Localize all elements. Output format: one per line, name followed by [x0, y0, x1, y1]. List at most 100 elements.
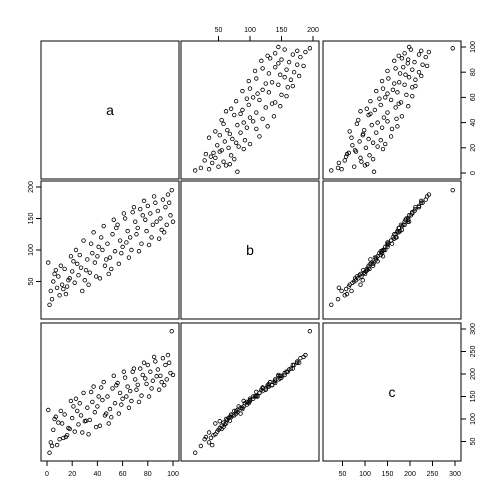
- point-a-vs-b: [247, 115, 253, 120]
- point-a-vs-c: [416, 69, 422, 75]
- point-a-vs-b: [222, 139, 227, 144]
- point-b-vs-a: [81, 238, 86, 243]
- point-c-vs-a: [145, 362, 150, 368]
- point-a-vs-c: [410, 67, 415, 72]
- point-c-vs-a: [56, 420, 61, 425]
- point-a-vs-b: [198, 165, 204, 171]
- point-a-vs-c: [393, 105, 398, 110]
- point-c-vs-a: [110, 386, 115, 391]
- point-b-vs-a: [131, 204, 137, 210]
- point-b-vs-a: [53, 267, 59, 273]
- point-a-vs-b: [241, 146, 246, 152]
- point-a-vs-b: [254, 76, 259, 81]
- point-b-vs-a: [110, 232, 115, 237]
- point-a-vs-b: [298, 54, 303, 60]
- point-b-vs-a: [159, 227, 164, 233]
- point-b-vs-a: [51, 279, 56, 284]
- point-b-vs-c: [329, 302, 334, 308]
- point-a-vs-b: [295, 62, 300, 67]
- x-tick-label-c: 50: [339, 471, 347, 478]
- point-a-vs-c: [361, 131, 366, 137]
- y-tick-label-c: 50: [470, 438, 477, 446]
- point-a-vs-b: [244, 96, 250, 101]
- point-b-vs-c: [388, 238, 394, 243]
- point-a-vs-c: [357, 139, 362, 144]
- point-b-vs-a: [126, 255, 132, 260]
- point-a-vs-c: [362, 163, 368, 168]
- point-a-vs-c: [406, 57, 411, 62]
- point-c-vs-a: [105, 394, 110, 399]
- point-a-vs-b: [307, 46, 313, 51]
- point-a-vs-b: [301, 63, 306, 69]
- point-a-vs-c: [329, 168, 334, 173]
- point-b-vs-a: [125, 228, 130, 234]
- point-b-vs-a: [121, 211, 127, 216]
- point-b-vs-a: [120, 244, 125, 250]
- point-a-vs-c: [374, 130, 379, 135]
- point-b-vs-a: [64, 284, 70, 289]
- point-a-vs-c: [380, 146, 386, 152]
- point-b-vs-c: [347, 282, 352, 287]
- y-tick-label-a: 20: [470, 144, 477, 152]
- point-c-vs-a: [153, 359, 158, 364]
- point-a-vs-b: [223, 109, 229, 114]
- point-c-vs-a: [111, 373, 116, 378]
- point-b-vs-a: [90, 250, 95, 256]
- point-c-vs-a: [154, 374, 159, 379]
- point-b-vs-c: [358, 271, 363, 277]
- point-a-vs-b: [228, 153, 234, 158]
- point-a-vs-b: [221, 159, 226, 164]
- point-b-vs-c: [336, 285, 342, 290]
- point-c-vs-a: [52, 416, 57, 422]
- point-b-vs-c: [353, 278, 359, 283]
- point-b-vs-c: [372, 255, 378, 260]
- point-b-vs-a: [92, 260, 98, 265]
- point-b-vs-a: [75, 261, 80, 267]
- point-a-vs-c: [380, 86, 386, 91]
- point-b-vs-a: [169, 187, 174, 193]
- point-a-vs-c: [424, 63, 430, 69]
- point-b-vs-a: [116, 261, 122, 267]
- point-c-vs-b: [296, 360, 302, 365]
- point-b-vs-a: [167, 200, 172, 205]
- point-c-vs-a: [48, 440, 53, 445]
- point-a-vs-c: [410, 93, 415, 99]
- point-c-vs-b: [192, 450, 198, 455]
- y-tick-label-c: 100: [470, 413, 477, 425]
- point-c-vs-b: [276, 372, 281, 378]
- y-tick-label-a: 100: [470, 41, 477, 53]
- point-c-vs-a: [161, 383, 167, 388]
- point-b-vs-c: [395, 230, 400, 235]
- point-b-vs-a: [77, 252, 82, 258]
- point-c-vs-a: [143, 376, 148, 381]
- x-tick-label-a: 20: [68, 471, 76, 478]
- point-b-vs-a: [57, 293, 62, 298]
- point-a-vs-c: [349, 135, 354, 140]
- point-a-vs-c: [354, 121, 360, 127]
- point-b-vs-a: [129, 247, 134, 253]
- point-a-vs-c: [347, 129, 352, 134]
- point-a-vs-b: [263, 105, 268, 110]
- point-a-vs-c: [388, 97, 394, 103]
- point-a-vs-c: [385, 68, 390, 74]
- point-b-vs-a: [104, 257, 109, 262]
- point-c-vs-b: [290, 366, 296, 371]
- point-b-vs-a: [112, 249, 118, 254]
- point-a-vs-c: [450, 46, 455, 51]
- point-c-vs-a: [88, 389, 94, 395]
- point-a-vs-b: [279, 57, 284, 62]
- point-b-vs-a: [111, 217, 116, 222]
- point-a-vs-b: [247, 86, 253, 91]
- point-b-vs-a: [114, 225, 119, 231]
- point-a-vs-b: [236, 144, 241, 149]
- point-a-vs-b: [284, 93, 289, 99]
- point-c-vs-a: [141, 360, 147, 365]
- point-a-vs-b: [247, 141, 253, 147]
- point-c-vs-a: [87, 417, 93, 423]
- point-b-vs-c: [359, 274, 364, 279]
- point-a-vs-b: [242, 138, 248, 143]
- point-c-vs-a: [122, 375, 128, 380]
- point-b-vs-a: [155, 208, 161, 214]
- point-a-vs-b: [271, 114, 277, 119]
- point-c-vs-b: [240, 406, 245, 412]
